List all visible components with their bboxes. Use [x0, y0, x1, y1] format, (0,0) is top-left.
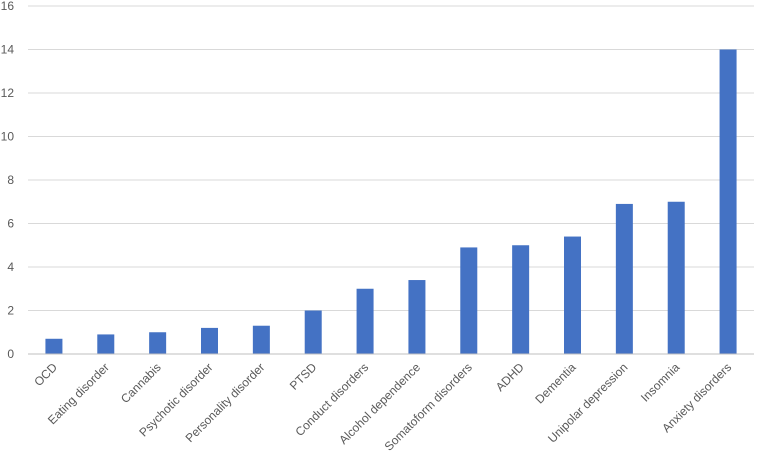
bar-cannabis [149, 332, 167, 354]
x-category-label: Insomnia [638, 360, 683, 405]
y-tick-label: 8 [7, 173, 14, 187]
x-category-label: OCD [31, 360, 60, 389]
y-tick-label: 12 [1, 86, 15, 100]
bar-insomnia [667, 201, 685, 354]
y-tick-label: 6 [7, 217, 14, 231]
bar-eating-disorder [97, 334, 115, 354]
bar-somatoform-disorders [460, 247, 478, 354]
bar-ptsd [304, 310, 322, 354]
bar-conduct-disorders [356, 288, 374, 354]
x-category-label: Somatoform disorders [382, 360, 475, 453]
gridlines [28, 5, 754, 311]
bar-anxiety-disorders [719, 49, 737, 354]
bar-personality-disorder [252, 325, 270, 354]
x-category-label: Cannabis [118, 360, 164, 406]
y-tick-label: 2 [7, 304, 14, 318]
y-tick-label: 14 [1, 43, 15, 57]
bar-ocd [45, 338, 63, 354]
y-tick-label: 0 [7, 347, 14, 361]
y-tick-label: 16 [1, 0, 15, 13]
bar-psychotic-disorder [201, 327, 218, 354]
y-tick-label: 10 [1, 130, 15, 144]
bar-dementia [564, 236, 581, 354]
x-category-label: PTSD [287, 360, 320, 393]
bar-adhd [512, 245, 530, 354]
bar-unipolar-depression [615, 203, 633, 354]
bars [45, 49, 737, 354]
bar-alcohol-dependence [408, 280, 426, 354]
x-category-label: ADHD [493, 360, 527, 394]
x-category-label: Dementia [532, 360, 578, 406]
y-axis-tick-labels: 0 2 4 6 8 10 12 14 16 [1, 0, 15, 361]
y-tick-label: 4 [7, 260, 14, 274]
